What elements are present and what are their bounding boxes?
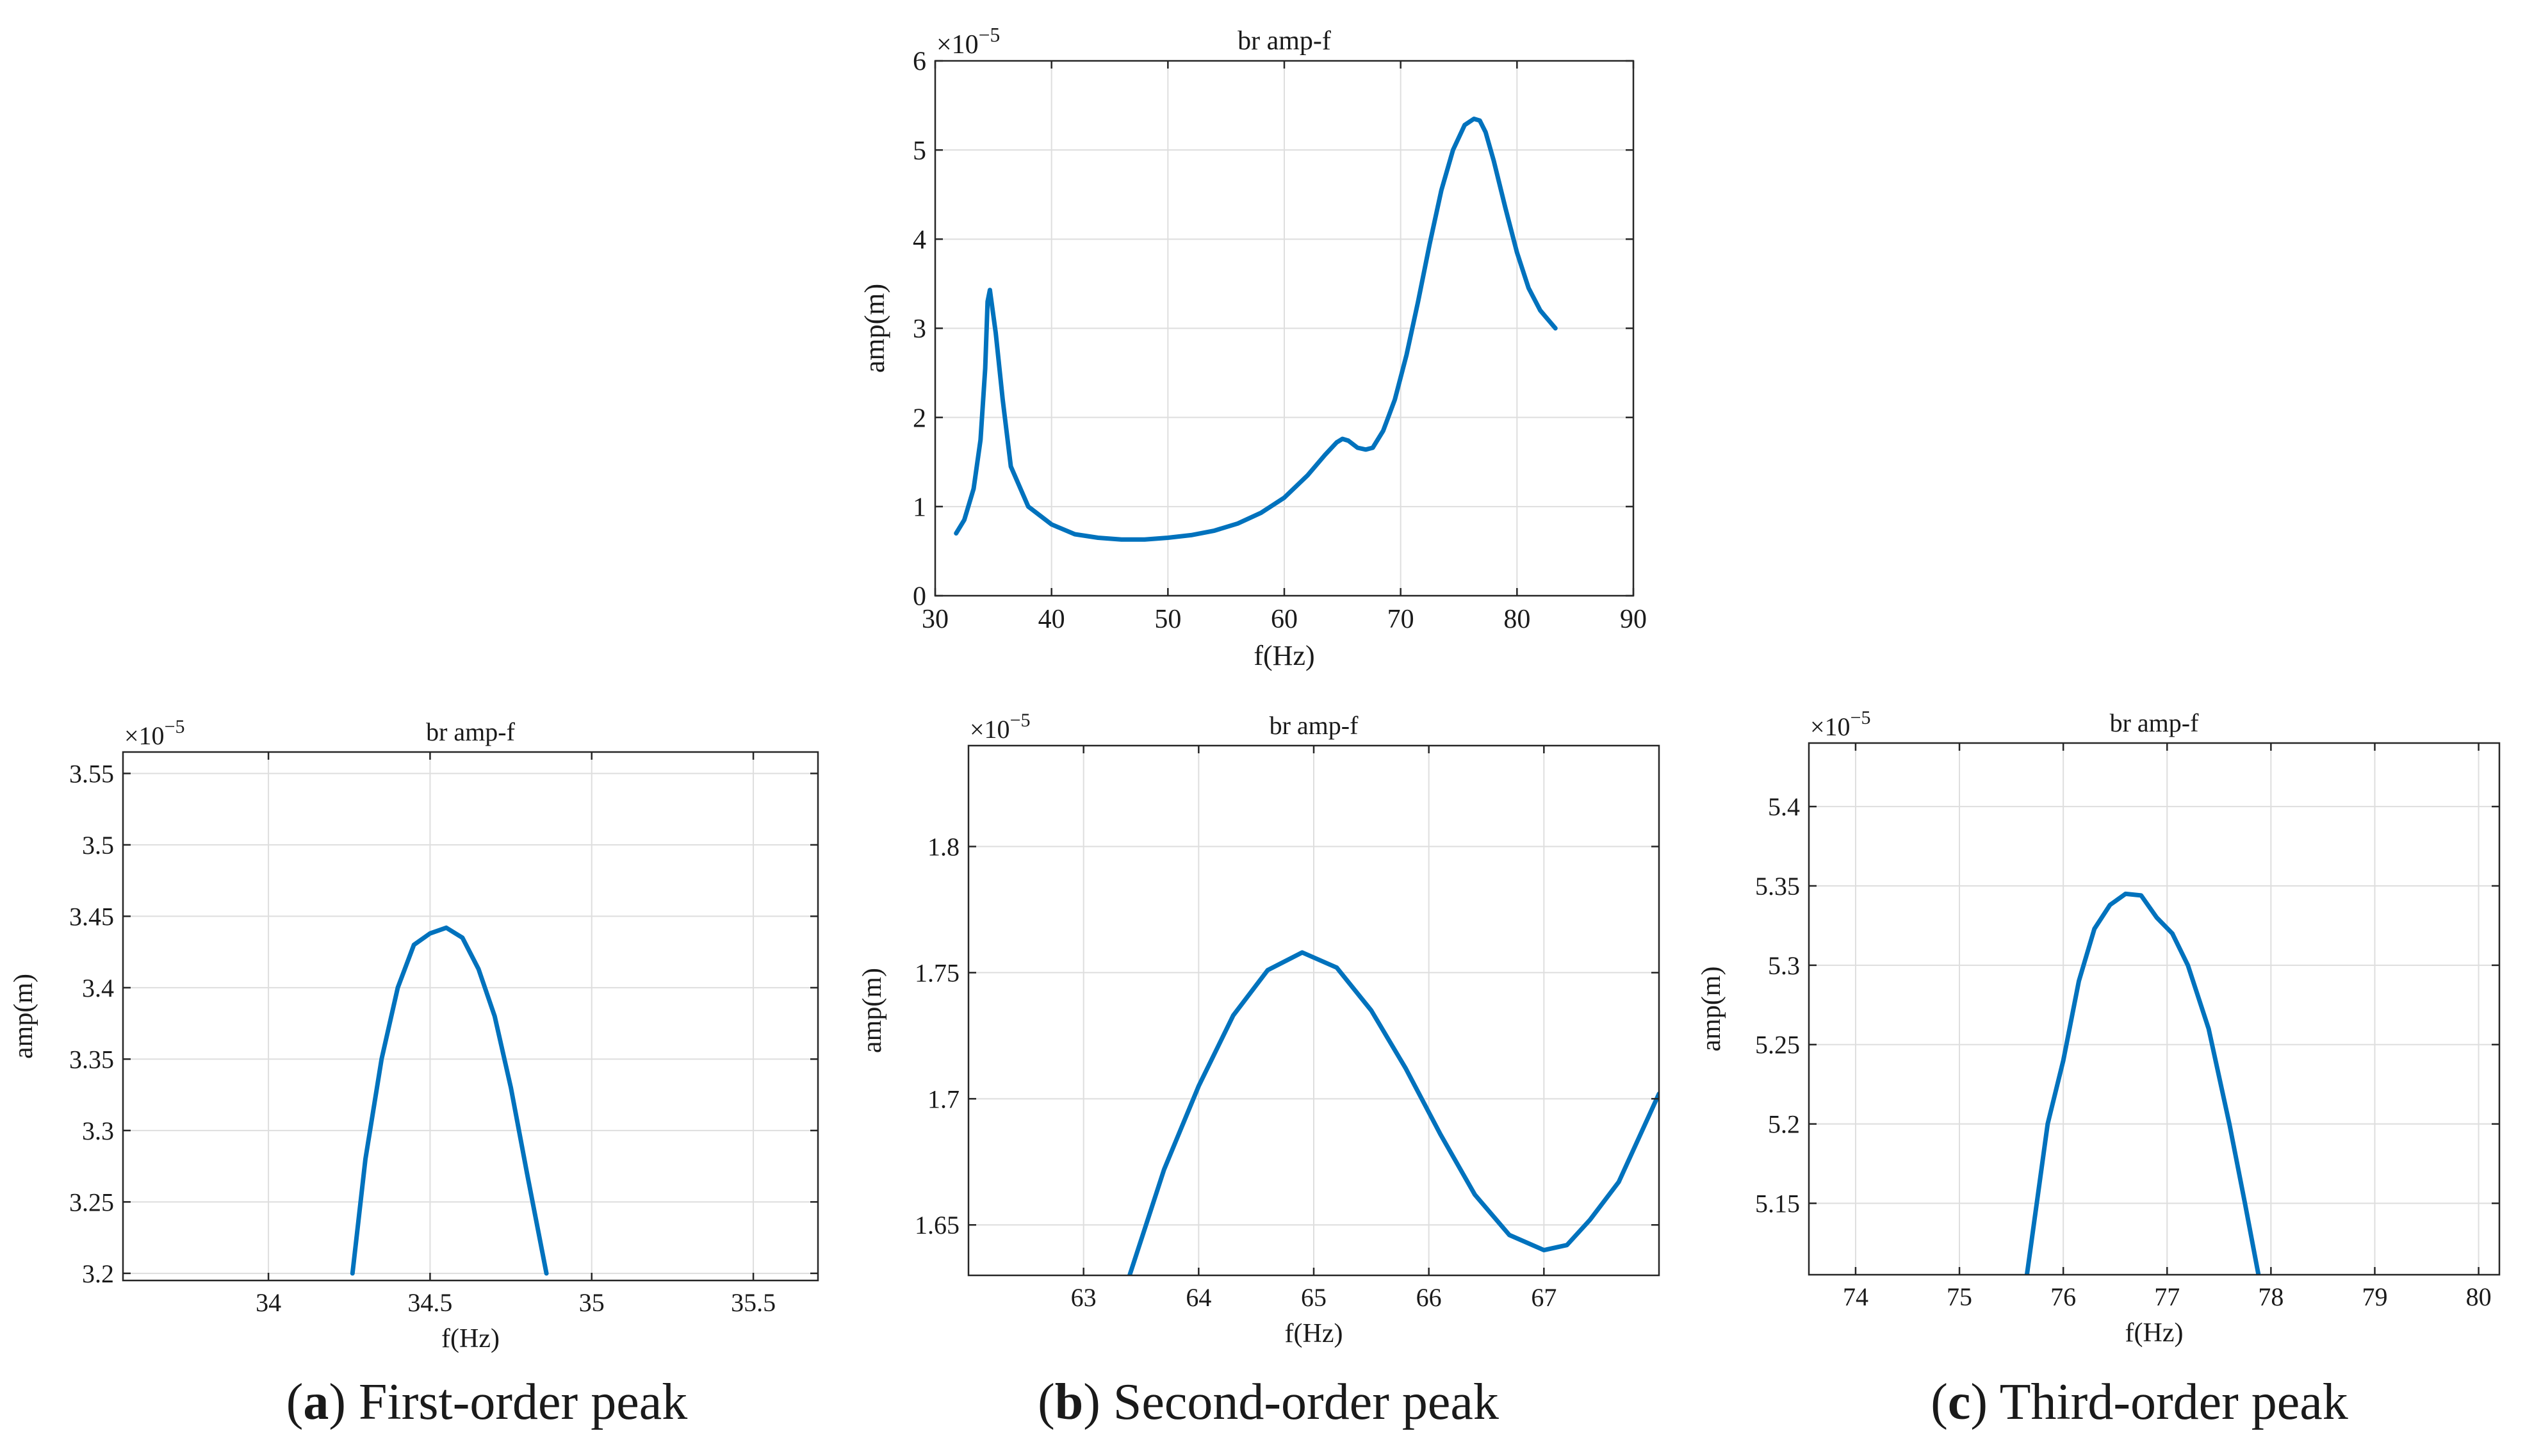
axes-frame [1808, 742, 2501, 1276]
x-tick-label: 35 [579, 1288, 605, 1317]
data-line-series [1127, 950, 1659, 1275]
axes-frame [122, 751, 819, 1282]
x-tick-label: 79 [2362, 1282, 2387, 1311]
x-tick-label: 65 [1301, 1283, 1327, 1312]
panel-caption: (a) First-order peak [286, 1374, 687, 1430]
y-axis-label: amp(m) [858, 968, 887, 1053]
axis-exponent: ×10−5 [1810, 707, 1870, 741]
x-tick-label: 90 [1620, 605, 1647, 634]
y-tick-label: 5.35 [1755, 872, 1800, 901]
y-axis-label: amp(m) [9, 974, 38, 1059]
x-axis-label: f(Hz) [1254, 640, 1314, 671]
x-tick-label: 80 [1503, 605, 1530, 634]
axis-exponent: ×10−5 [936, 24, 1000, 60]
panel-caption: (c) Third-order peak [1931, 1374, 2348, 1430]
x-axis-label: f(Hz) [1285, 1319, 1343, 1348]
y-tick-label: 4 [913, 225, 926, 255]
x-tick-label: 77 [2154, 1282, 2180, 1311]
exponent-base: ×10 [1810, 712, 1851, 741]
caption-text: Third-order peak [1988, 1374, 2348, 1430]
caption-letter: c [1948, 1374, 1971, 1430]
caption-letter: a [303, 1374, 329, 1430]
y-tick-label: 1.7 [927, 1084, 960, 1113]
x-tick-label: 30 [922, 605, 949, 634]
x-axis-label: f(Hz) [441, 1324, 500, 1354]
x-tick-label: 76 [2050, 1282, 2076, 1311]
exponent-base: ×10 [124, 721, 165, 750]
y-tick-label: 3.55 [69, 759, 114, 788]
caption-close-paren: ) [1083, 1374, 1100, 1430]
x-tick-label: 60 [1271, 605, 1298, 634]
axis-exponent: ×10−5 [970, 710, 1030, 744]
chart-title: br amp-f [2110, 708, 2200, 737]
x-tick-label: 74 [1843, 1282, 1868, 1311]
y-tick-label: 1.65 [915, 1211, 960, 1239]
panel-caption: (b) Second-order peak [1038, 1374, 1499, 1430]
exponent-power: −5 [165, 716, 185, 737]
caption-text: Second-order peak [1100, 1374, 1499, 1430]
x-tick-label: 34.5 [407, 1288, 452, 1317]
y-tick-label: 3.5 [82, 831, 114, 860]
y-tick-label: 5 [913, 136, 926, 166]
y-tick-label: 1 [913, 493, 926, 523]
chart-title: br amp-f [1238, 26, 1331, 56]
exponent-base: ×10 [936, 30, 979, 60]
axis-exponent: ×10−5 [124, 716, 184, 750]
y-tick-label: 5.3 [1768, 951, 1800, 980]
first-order-peak-chart: 34 34.5 35 35.5 3.2 3.25 3.3 3.35 3.4 3.45 3.5 3.55… [9, 716, 819, 1430]
chart-title: br amp-f [426, 717, 516, 746]
x-tick-label: 64 [1186, 1283, 1211, 1312]
y-axis-label: amp(m) [859, 284, 890, 373]
y-tick-label: 1.8 [927, 833, 960, 862]
x-tick-label: 50 [1154, 605, 1181, 634]
caption-close-paren: ) [329, 1374, 346, 1430]
x-tick-label: 66 [1416, 1283, 1442, 1312]
data-line-series [350, 925, 549, 1276]
caption-close-paren: ) [1970, 1374, 1988, 1430]
x-tick-label: 78 [2258, 1282, 2284, 1311]
y-tick-label: 5.15 [1755, 1190, 1800, 1218]
y-tick-label: 5.25 [1755, 1031, 1800, 1059]
y-tick-label: 6 [913, 47, 926, 77]
y-tick-label: 3.3 [82, 1117, 114, 1145]
second-order-peak-chart: 63 64 65 66 67 1.65 1.7 1.75 1.8 br amp-f ×10−5 f(H… [858, 710, 1660, 1430]
exponent-power: −5 [1010, 710, 1031, 731]
y-tick-label: 3.35 [69, 1045, 114, 1074]
y-tick-label: 2 [913, 404, 926, 433]
exponent-power: −5 [979, 24, 1001, 46]
x-tick-label: 80 [2466, 1282, 2492, 1311]
y-tick-label: 3.4 [82, 974, 114, 1002]
exponent-power: −5 [1851, 707, 1871, 728]
caption-open-paren: ( [286, 1374, 304, 1430]
chart-title: br amp-f [1270, 711, 1359, 740]
caption-open-paren: ( [1038, 1374, 1055, 1430]
y-tick-label: 3.2 [82, 1259, 114, 1288]
y-tick-label: 3.25 [69, 1188, 114, 1216]
x-axis-label: f(Hz) [2125, 1318, 2184, 1348]
x-tick-label: 75 [1947, 1282, 1972, 1311]
y-tick-label: 3.45 [69, 902, 114, 931]
caption-open-paren: ( [1931, 1374, 1948, 1430]
x-tick-label: 34 [256, 1288, 281, 1317]
x-tick-label: 70 [1387, 605, 1414, 634]
third-order-peak-chart: 74 75 76 77 78 79 80 5.15 5.2 5.25 5.3 5.35 5.4 br am… [1697, 707, 2501, 1430]
exponent-base: ×10 [970, 715, 1010, 744]
data-line-series [2024, 891, 2261, 1275]
y-tick-label: 3 [913, 315, 926, 344]
y-tick-label: 5.4 [1768, 792, 1800, 821]
x-tick-label: 63 [1071, 1283, 1097, 1312]
y-tick-label: 1.75 [915, 958, 960, 987]
y-axis-label: amp(m) [1697, 967, 1726, 1052]
y-tick-label: 5.2 [1768, 1110, 1800, 1139]
x-tick-label: 40 [1038, 605, 1065, 634]
data-line-series [954, 117, 1558, 542]
y-tick-label: 0 [913, 582, 926, 612]
main-amplitude-frequency-chart: 30 40 50 60 70 80 90 0 1 2 3 4 5 6 br amp-f ×10−5 f(Hz) a… [859, 24, 1647, 671]
x-tick-label: 67 [1531, 1283, 1557, 1312]
x-tick-label: 35.5 [731, 1288, 776, 1317]
caption-letter: b [1055, 1374, 1084, 1430]
caption-text: First-order peak [346, 1374, 687, 1430]
